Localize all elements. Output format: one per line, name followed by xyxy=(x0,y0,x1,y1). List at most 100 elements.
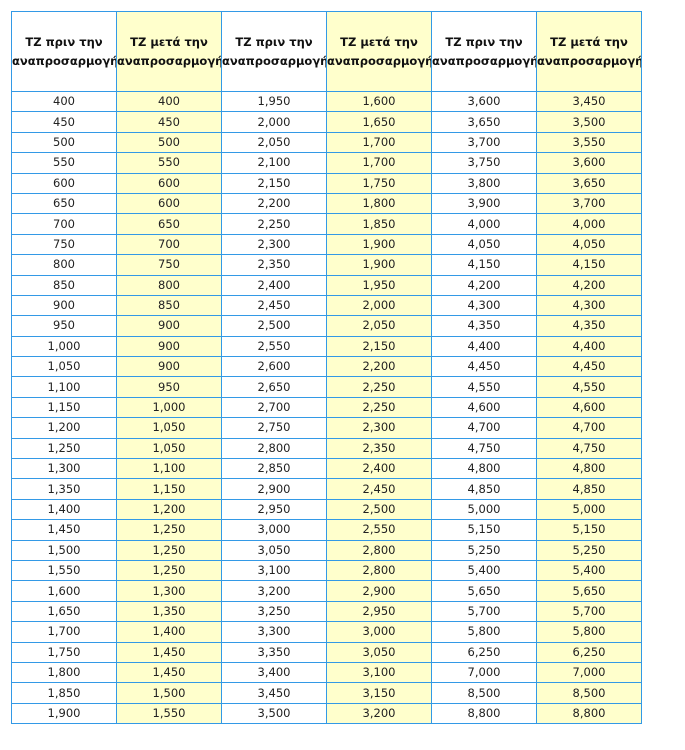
cell-before: 3,450 xyxy=(221,682,327,704)
cell-before: 2,800 xyxy=(221,437,327,460)
table-row: 1,400 1,200 2,950 2,500 5,000 5,000 xyxy=(11,498,642,521)
cell-after: 4,800 xyxy=(536,458,642,480)
cell-after: 5,150 xyxy=(536,519,642,541)
cell-before: 4,300 xyxy=(431,294,537,317)
cell-after: 3,100 xyxy=(326,661,432,684)
header-after-adjustment: ΤΖ μετά την αναπροσαρμογή xyxy=(536,11,642,92)
cell-before: 2,450 xyxy=(221,294,327,317)
cell-before: 1,150 xyxy=(11,396,117,419)
cell-before: 650 xyxy=(11,192,117,215)
cell-before: 1,350 xyxy=(11,478,117,500)
cell-after: 1,800 xyxy=(326,192,432,215)
cell-before: 4,200 xyxy=(431,274,537,296)
cell-before: 4,850 xyxy=(431,478,537,500)
table-row: 1,850 1,500 3,450 3,150 8,500 8,500 xyxy=(11,682,642,704)
table-row: 400 400 1,950 1,600 3,600 3,450 xyxy=(11,90,642,113)
cell-after: 8,500 xyxy=(536,682,642,704)
cell-after: 3,450 xyxy=(536,90,642,113)
cell-after: 3,150 xyxy=(326,682,432,704)
cell-before: 1,250 xyxy=(11,437,117,460)
cell-after: 1,600 xyxy=(326,90,432,113)
cell-after: 3,000 xyxy=(326,621,432,643)
cell-before: 3,650 xyxy=(431,111,537,133)
cell-after: 4,450 xyxy=(536,356,642,378)
cell-after: 1,250 xyxy=(116,539,222,561)
cell-after: 400 xyxy=(116,90,222,113)
cell-after: 5,400 xyxy=(536,559,642,582)
cell-after: 4,000 xyxy=(536,213,642,235)
cell-before: 700 xyxy=(11,213,117,235)
cell-before: 3,900 xyxy=(431,192,537,215)
cell-before: 850 xyxy=(11,274,117,296)
cell-before: 800 xyxy=(11,254,117,276)
cell-before: 4,700 xyxy=(431,417,537,439)
cell-before: 2,550 xyxy=(221,335,327,358)
cell-before: 3,350 xyxy=(221,641,327,663)
cell-before: 400 xyxy=(11,90,117,113)
cell-after: 900 xyxy=(116,315,222,337)
cell-before: 2,150 xyxy=(221,172,327,194)
cell-after: 5,800 xyxy=(536,621,642,643)
table-row: 1,500 1,250 3,050 2,800 5,250 5,250 xyxy=(11,539,642,561)
cell-after: 5,250 xyxy=(536,539,642,561)
cell-after: 1,250 xyxy=(116,519,222,541)
cell-after: 2,350 xyxy=(326,437,432,460)
cell-before: 4,800 xyxy=(431,458,537,480)
cell-before: 8,800 xyxy=(431,702,537,725)
cell-after: 1,250 xyxy=(116,559,222,582)
cell-before: 900 xyxy=(11,294,117,317)
table-row: 1,900 1,550 3,500 3,200 8,800 8,800 xyxy=(11,702,642,725)
cell-before: 3,800 xyxy=(431,172,537,194)
cell-after: 1,050 xyxy=(116,437,222,460)
cell-after: 1,100 xyxy=(116,458,222,480)
cell-after: 6,250 xyxy=(536,641,642,663)
table-body: 400 400 1,950 1,600 3,600 3,450 450 450 2,000 1,6… xyxy=(11,90,642,725)
header-before-adjustment: ΤΖ πριν την αναπροσαρμογή xyxy=(11,11,117,92)
table-row: 1,550 1,250 3,100 2,800 5,400 5,400 xyxy=(11,559,642,582)
cell-before: 2,950 xyxy=(221,498,327,521)
cell-after: 1,350 xyxy=(116,600,222,623)
cell-after: 5,000 xyxy=(536,498,642,521)
cell-before: 2,600 xyxy=(221,356,327,378)
cell-after: 3,650 xyxy=(536,172,642,194)
cell-before: 5,400 xyxy=(431,559,537,582)
cell-before: 3,300 xyxy=(221,621,327,643)
table-row: 1,600 1,300 3,200 2,900 5,650 5,650 xyxy=(11,580,642,602)
cell-before: 4,150 xyxy=(431,254,537,276)
cell-before: 2,300 xyxy=(221,233,327,256)
cell-after: 800 xyxy=(116,274,222,296)
cell-before: 2,850 xyxy=(221,458,327,480)
cell-before: 1,200 xyxy=(11,417,117,439)
cell-before: 600 xyxy=(11,172,117,194)
table-row: 850 800 2,400 1,950 4,200 4,200 xyxy=(11,274,642,296)
cell-after: 950 xyxy=(116,376,222,398)
cell-after: 2,950 xyxy=(326,600,432,623)
table-row: 1,350 1,150 2,900 2,450 4,850 4,850 xyxy=(11,478,642,500)
table-row: 1,200 1,050 2,750 2,300 4,700 4,700 xyxy=(11,417,642,439)
header-after-adjustment: ΤΖ μετά την αναπροσαρμογή xyxy=(116,11,222,92)
cell-after: 600 xyxy=(116,192,222,215)
cell-before: 5,250 xyxy=(431,539,537,561)
cell-before: 500 xyxy=(11,131,117,154)
cell-before: 4,350 xyxy=(431,315,537,337)
cell-before: 2,750 xyxy=(221,417,327,439)
header-after-adjustment: ΤΖ μετά την αναπροσαρμογή xyxy=(326,11,432,92)
cell-after: 3,550 xyxy=(536,131,642,154)
cell-before: 7,000 xyxy=(431,661,537,684)
cell-before: 1,050 xyxy=(11,356,117,378)
cell-before: 3,100 xyxy=(221,559,327,582)
cell-after: 550 xyxy=(116,152,222,174)
cell-after: 700 xyxy=(116,233,222,256)
header-before-adjustment: ΤΖ πριν την αναπροσαρμογή xyxy=(221,11,327,92)
header-before-adjustment: ΤΖ πριν την αναπροσαρμογή xyxy=(431,11,537,92)
cell-before: 1,000 xyxy=(11,335,117,358)
cell-before: 4,000 xyxy=(431,213,537,235)
cell-before: 3,200 xyxy=(221,580,327,602)
cell-after: 3,200 xyxy=(326,702,432,725)
cell-before: 3,000 xyxy=(221,519,327,541)
table-row: 900 850 2,450 2,000 4,300 4,300 xyxy=(11,294,642,317)
cell-before: 3,050 xyxy=(221,539,327,561)
cell-before: 2,100 xyxy=(221,152,327,174)
table-row: 1,800 1,450 3,400 3,100 7,000 7,000 xyxy=(11,661,642,684)
cell-before: 3,600 xyxy=(431,90,537,113)
